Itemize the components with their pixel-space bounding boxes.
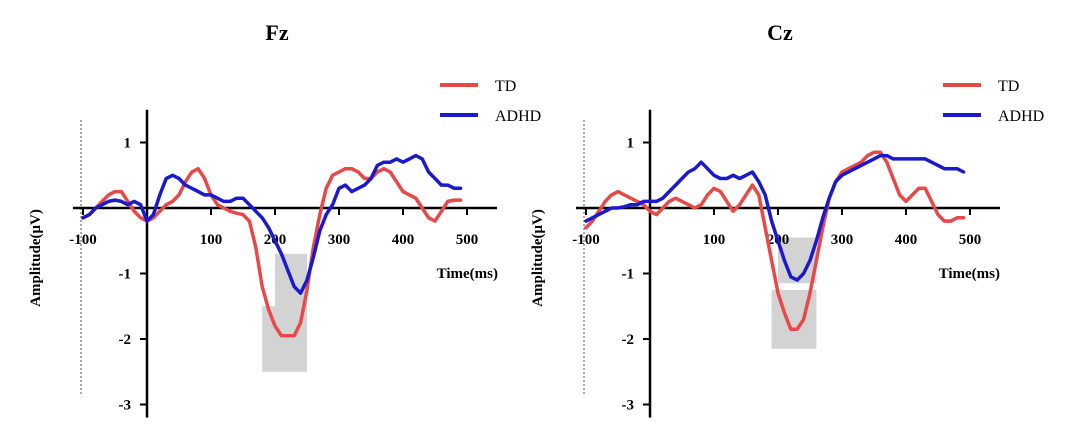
legend-label-adhd: ADHD: [998, 108, 1044, 125]
x-tick-label: 100: [200, 232, 223, 248]
legend-label-td: TD: [495, 78, 516, 95]
x-tick-label: 500: [456, 232, 479, 248]
x-tick-label: -100: [69, 232, 97, 248]
x-tick-label: -100: [572, 232, 600, 248]
y-tick-label: -3: [119, 398, 132, 414]
x-tick-label: 400: [895, 232, 918, 248]
series-line-adhd: [584, 153, 966, 282]
x-tick-label: 300: [831, 232, 854, 248]
chart-title: Fz: [265, 20, 288, 45]
x-axis-label: Time(ms): [437, 266, 498, 282]
chart-title: Cz: [767, 20, 793, 45]
y-tick-label: 1: [124, 136, 132, 152]
y-axis-label: Amplitude(μV): [530, 209, 546, 307]
series-line-adhd: [81, 153, 463, 295]
chart-panel-fz: -100 100 200 300 400 5001-1-2-3FzTime(ms)Ampl…: [28, 20, 541, 418]
y-tick-label: -1: [622, 267, 635, 283]
x-axis-label: Time(ms): [939, 266, 1000, 282]
x-tick-label: 100: [703, 232, 726, 248]
x-tick-label: 400: [392, 232, 415, 248]
legend-label-td: TD: [998, 78, 1019, 95]
x-tick-label: 500: [959, 232, 982, 248]
highlight-box-td: [262, 306, 307, 372]
y-axis-label: Amplitude(μV): [28, 209, 44, 307]
x-tick-label: 300: [328, 232, 351, 248]
series-line-td: [584, 150, 966, 331]
legend-label-adhd: ADHD: [495, 108, 541, 125]
y-tick-label: 1: [627, 136, 635, 152]
chart-panel-cz: -100 100 200 300 400 5001-1-2-3CzTime(ms)Ampl…: [530, 20, 1044, 418]
y-tick-label: -2: [119, 332, 132, 348]
y-tick-label: -2: [622, 332, 635, 348]
y-tick-label: -3: [622, 398, 635, 414]
y-tick-label: -1: [119, 267, 132, 283]
